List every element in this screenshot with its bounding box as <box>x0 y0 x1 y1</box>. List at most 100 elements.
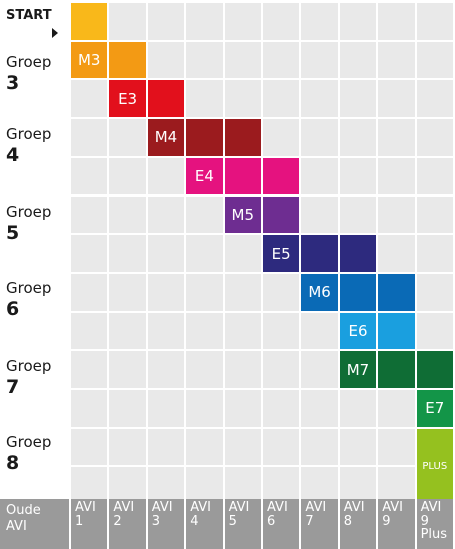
level-block: M5 <box>224 196 261 234</box>
footer-bar <box>0 499 455 549</box>
footer-avi-label: AVI <box>267 500 288 515</box>
grid-cell <box>378 157 415 195</box>
grid-cell <box>301 196 338 234</box>
grid-cell <box>71 312 108 350</box>
grid-cell <box>378 41 415 79</box>
level-block <box>378 312 415 350</box>
footer-title-line1: Oude <box>6 503 41 518</box>
footer-avi-label: 4 <box>190 513 199 529</box>
footer-avi-column: AVI 2 <box>113 501 134 528</box>
row-label-groep: Groep 3 <box>6 53 51 95</box>
footer-avi-label: 9 <box>382 513 391 529</box>
grid-cell <box>263 312 300 350</box>
grid-cell <box>339 3 377 40</box>
grid-cell <box>109 157 146 195</box>
footer-avi-column: AVI 7 <box>305 501 326 528</box>
grid-cell <box>109 390 146 427</box>
grid-cell <box>224 351 261 388</box>
grid-cell <box>301 390 338 427</box>
grid-cell <box>71 428 108 466</box>
footer-avi-label: AVI <box>228 500 250 515</box>
row-label-groep: Groep 8 <box>6 433 51 475</box>
footer-avi-column: AVI 1 <box>75 501 96 528</box>
level-block <box>263 196 300 234</box>
grid-cell <box>378 428 415 466</box>
grid-cell <box>186 428 223 466</box>
grid-cell <box>109 196 146 234</box>
level-block: M4 <box>147 119 185 156</box>
row-label-text: Groep <box>6 203 52 221</box>
footer-avi-label: AVI <box>420 500 442 515</box>
level-block-label: E6 <box>348 321 368 340</box>
grid-cell <box>186 467 223 505</box>
grid-cell <box>378 196 415 234</box>
grid-cell <box>416 157 453 195</box>
grid-cell <box>263 467 300 505</box>
footer-avi-column: AVI 9 Plus <box>421 501 447 542</box>
footer-avi-column: AVI 6 <box>267 501 288 528</box>
level-block <box>147 80 185 118</box>
grid-cell <box>109 3 146 40</box>
grid-cell <box>109 235 146 272</box>
grid-cell <box>147 157 185 195</box>
footer-separator <box>107 499 110 549</box>
level-block-label: M6 <box>308 283 331 302</box>
grid-cell <box>71 467 108 505</box>
level-block <box>416 351 453 388</box>
grid-cell <box>147 467 185 505</box>
grid-cell <box>416 3 453 40</box>
level-block-label: E7 <box>425 399 445 418</box>
grid-cell <box>416 80 453 118</box>
footer-avi-label: 2 <box>113 513 122 529</box>
grid-cell <box>339 196 377 234</box>
grid-cell <box>224 235 261 272</box>
row-label-text: Groep <box>6 279 52 297</box>
start-arrow-icon <box>52 28 58 38</box>
grid-cell <box>339 428 377 466</box>
grid-cell <box>109 428 146 466</box>
footer-avi-label: Plus <box>420 527 448 543</box>
footer-avi-label: AVI <box>151 500 173 515</box>
grid-cell <box>301 119 338 156</box>
grid-cell <box>301 312 338 350</box>
grid-cell <box>301 351 338 388</box>
level-block: M3 <box>71 41 108 79</box>
grid-cell <box>224 273 261 311</box>
grid-cell <box>339 41 377 79</box>
footer-avi-label: AVI <box>113 500 135 515</box>
grid-cell <box>186 273 223 311</box>
grid-cell <box>416 196 453 234</box>
grid-cell <box>186 196 223 234</box>
level-block: M6 <box>301 273 338 311</box>
grid-cell <box>109 351 146 388</box>
grid-cell <box>224 80 261 118</box>
footer-avi-column: AVI 5 <box>229 501 250 528</box>
level-block: PLUS <box>416 428 453 505</box>
level-block: E3 <box>109 80 146 118</box>
grid-cell <box>378 119 415 156</box>
grid-cell <box>109 467 146 505</box>
level-block-label: E5 <box>271 244 291 263</box>
grid-cell <box>378 390 415 427</box>
level-block <box>339 235 377 272</box>
footer-avi-label: 9 <box>420 513 429 529</box>
footer-separator <box>145 499 148 549</box>
grid-cell <box>263 3 300 40</box>
row-label-groep: Groep 6 <box>6 279 52 321</box>
footer-separator <box>453 499 455 549</box>
grid-cell <box>339 80 377 118</box>
grid-cell <box>378 3 415 40</box>
footer-avi-label: 5 <box>228 513 237 529</box>
footer-title-line2: AVI <box>6 518 27 534</box>
grid-cell <box>339 119 377 156</box>
footer-separator <box>222 499 225 549</box>
footer-separator <box>184 499 187 549</box>
level-block <box>378 273 415 311</box>
footer-avi-label: 7 <box>305 513 314 529</box>
level-block-label: M3 <box>77 51 101 70</box>
grid-cell <box>378 80 415 118</box>
grid-cell <box>263 390 300 427</box>
grid-cell <box>186 80 223 118</box>
footer-separator <box>337 499 340 549</box>
grid-cell <box>263 41 300 79</box>
